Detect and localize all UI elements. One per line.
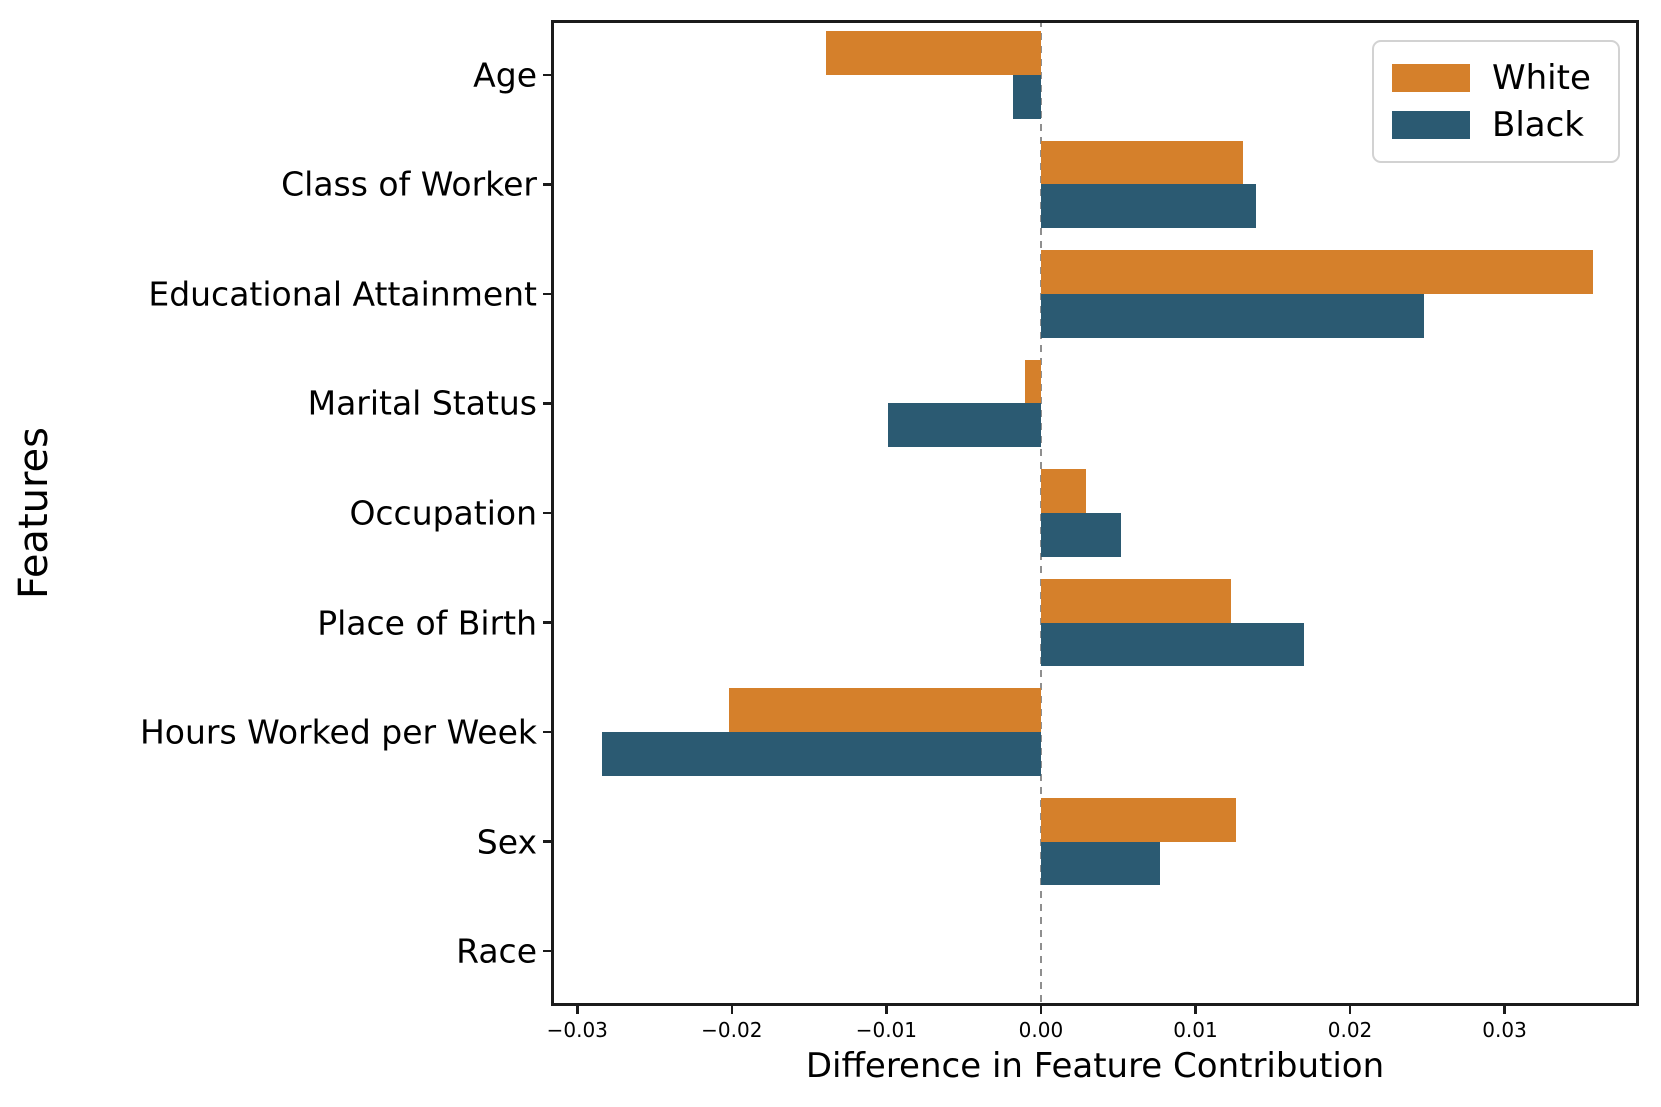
bar-white-age (826, 30, 1041, 75)
y-tick-hours-worked-per-week (543, 730, 551, 734)
bar-white-educational-attainment (1040, 250, 1593, 294)
bar-white-marital-status (1025, 359, 1041, 404)
bar-white-sex (1040, 797, 1236, 842)
y-tick-occupation (543, 511, 551, 515)
legend-label-white: White (1492, 58, 1591, 98)
x-tick-label-0.02: 0.02 (1327, 1018, 1373, 1042)
x-tick-label-0.00: 0.00 (1018, 1018, 1064, 1042)
bar-black-hours-worked-per-week (602, 732, 1041, 776)
bar-white-occupation (1040, 469, 1086, 513)
bar-white-place-of-birth (1040, 578, 1231, 623)
y-tick-race (543, 949, 551, 953)
x-axis-title: Difference in Feature Contribution (805, 1046, 1385, 1086)
y-tick-marital-status (543, 402, 551, 405)
category-label-sex: Sex (476, 822, 537, 862)
bar-black-educational-attainment (1040, 293, 1425, 338)
category-label-occupation: Occupation (349, 493, 537, 533)
x-tick-0.01 (1194, 1006, 1197, 1014)
y-tick-class-of-worker (543, 183, 551, 186)
bar-black-class-of-worker (1040, 184, 1256, 229)
category-label-age: Age (473, 55, 537, 95)
x-tick-label-neg0.03: −0.03 (546, 1018, 608, 1042)
bar-black-age (1013, 74, 1041, 119)
category-label-marital-status: Marital Status (307, 383, 537, 423)
bar-black-place-of-birth (1040, 622, 1304, 667)
x-tick-neg0.01 (885, 1006, 888, 1014)
category-label-hours-worked-per-week: Hours Worked per Week (139, 712, 537, 752)
legend-item-black: Black (1392, 108, 1600, 142)
category-label-race: Race (456, 931, 537, 971)
bar-white-class-of-worker (1040, 140, 1244, 185)
x-tick-0.00 (1039, 1006, 1043, 1014)
x-tick-label-0.03: 0.03 (1482, 1018, 1527, 1042)
x-tick-label-0.01: 0.01 (1173, 1018, 1218, 1042)
bar-black-occupation (1040, 513, 1122, 557)
category-label-educational-attainment: Educational Attainment (148, 274, 537, 314)
x-tick-0.02 (1348, 1006, 1352, 1014)
legend-swatch-white (1392, 64, 1470, 92)
legend-swatch-black (1392, 111, 1470, 139)
y-tick-educational-attainment (543, 292, 551, 296)
bar-black-sex (1040, 841, 1160, 886)
bar-white-hours-worked-per-week (728, 688, 1041, 733)
x-tick-label-neg0.01: −0.01 (855, 1018, 918, 1042)
legend-label-black: Black (1492, 105, 1584, 145)
legend: White Black (1372, 40, 1620, 163)
x-tick-neg0.03 (576, 1006, 579, 1014)
x-tick-label-neg0.02: −0.02 (701, 1018, 763, 1042)
category-label-class-of-worker: Class of Worker (281, 164, 537, 204)
y-tick-age (543, 73, 551, 77)
x-tick-0.03 (1503, 1006, 1506, 1014)
bar-black-marital-status (887, 403, 1041, 448)
y-tick-place-of-birth (543, 621, 551, 624)
legend-item-white: White (1392, 61, 1600, 95)
y-tick-sex (543, 840, 551, 843)
x-tick-neg0.02 (730, 1006, 734, 1014)
category-label-place-of-birth: Place of Birth (317, 603, 537, 643)
